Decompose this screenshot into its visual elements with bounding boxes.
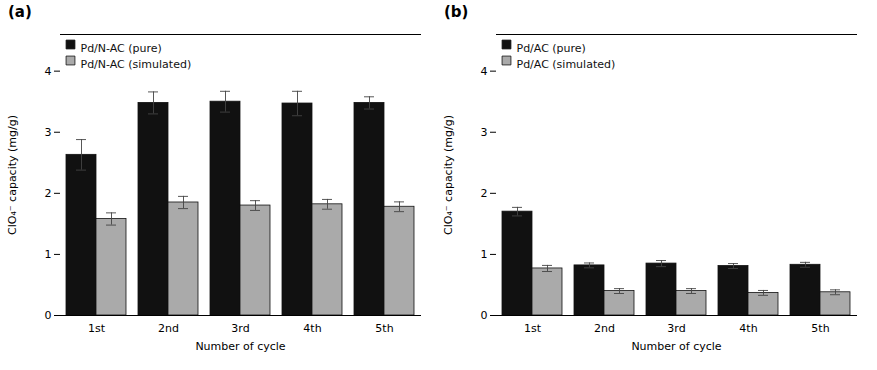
svg-text:1: 1 bbox=[45, 248, 52, 261]
svg-text:1: 1 bbox=[481, 248, 488, 261]
svg-text:Number of cycle: Number of cycle bbox=[195, 340, 285, 353]
svg-text:1st: 1st bbox=[88, 322, 106, 335]
svg-text:0: 0 bbox=[45, 309, 52, 322]
svg-text:Pd/N-AC (simulated): Pd/N-AC (simulated) bbox=[81, 58, 192, 71]
svg-text:2nd: 2nd bbox=[158, 322, 179, 335]
svg-text:ClO₄⁻ capacity (mg/g): ClO₄⁻ capacity (mg/g) bbox=[6, 115, 19, 235]
svg-text:3rd: 3rd bbox=[667, 322, 685, 335]
svg-text:4: 4 bbox=[481, 65, 488, 78]
svg-text:1st: 1st bbox=[524, 322, 542, 335]
svg-text:Number of cycle: Number of cycle bbox=[631, 340, 721, 353]
svg-text:Pd/AC (pure): Pd/AC (pure) bbox=[517, 42, 586, 55]
svg-text:5th: 5th bbox=[811, 322, 829, 335]
svg-text:3: 3 bbox=[45, 126, 52, 139]
html-text:(a): (a) bbox=[8, 3, 32, 21]
svg-text:ClO₄⁻ capacity (mg/g): ClO₄⁻ capacity (mg/g) bbox=[442, 115, 455, 235]
svg-text:2nd: 2nd bbox=[594, 322, 615, 335]
svg-text:4th: 4th bbox=[303, 322, 321, 335]
svg-text:3: 3 bbox=[481, 126, 488, 139]
svg-text:Pd/AC (simulated): Pd/AC (simulated) bbox=[517, 58, 616, 71]
svg-text:2: 2 bbox=[481, 187, 488, 200]
html-text:(b): (b) bbox=[444, 3, 469, 21]
svg-text:3rd: 3rd bbox=[231, 322, 249, 335]
svg-text:0: 0 bbox=[481, 309, 488, 322]
svg-text:4: 4 bbox=[45, 65, 52, 78]
svg-text:2: 2 bbox=[45, 187, 52, 200]
svg-text:Pd/N-AC (pure): Pd/N-AC (pure) bbox=[81, 42, 162, 55]
svg-text:4th: 4th bbox=[739, 322, 757, 335]
svg-text:5th: 5th bbox=[375, 322, 393, 335]
